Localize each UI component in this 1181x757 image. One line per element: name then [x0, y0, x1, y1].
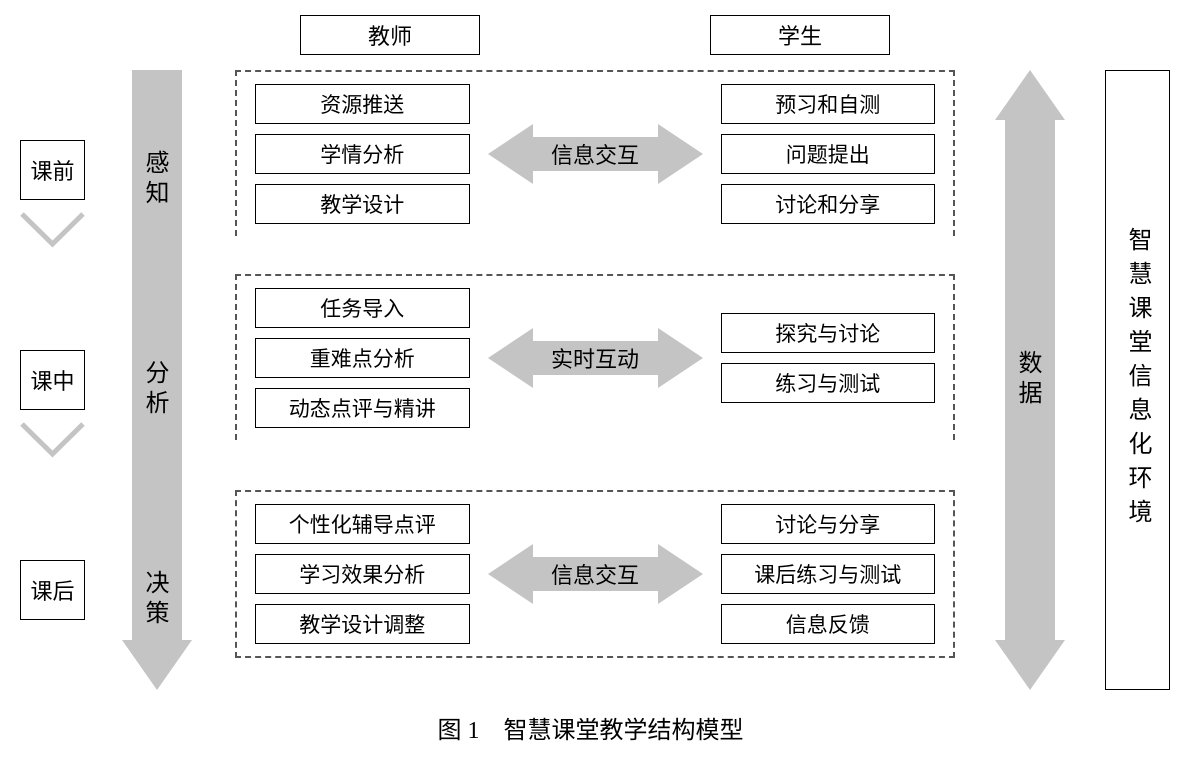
student-col: 预习和自测 问题提出 讨论和分享: [721, 84, 936, 224]
arrow-label-analyze: 分析: [142, 360, 172, 420]
bi-arrow-icon: 实时互动: [488, 323, 703, 393]
teacher-col: 资源推送 学情分析 教学设计: [255, 84, 470, 224]
phase-after: 课后: [20, 560, 85, 620]
header-student: 学生: [710, 15, 890, 55]
center-label: 实时互动: [551, 342, 639, 374]
phase-before: 课前: [20, 140, 85, 200]
bi-arrow-icon: 信息交互: [488, 539, 703, 609]
item-box: 信息反馈: [721, 604, 936, 644]
item-box: 重难点分析: [255, 338, 470, 378]
item-box: 教学设计调整: [255, 604, 470, 644]
item-box: 练习与测试: [721, 363, 936, 403]
process-arrow-down: 感知 分析 决策: [122, 70, 192, 690]
item-box: 课后练习与测试: [721, 554, 936, 594]
student-col: 探究与讨论 练习与测试: [721, 313, 936, 403]
bi-arrow-icon: 信息交互: [488, 119, 703, 189]
item-box: 探究与讨论: [721, 313, 936, 353]
right-label: 智慧课堂信息化环境: [1120, 227, 1155, 533]
phase-during: 课中: [20, 350, 85, 410]
arrow-label-data: 数据: [1015, 350, 1045, 410]
center-label: 信息交互: [551, 138, 639, 170]
item-box: 教学设计: [255, 184, 470, 224]
item-box: 个性化辅导点评: [255, 504, 470, 544]
teacher-col: 任务导入 重难点分析 动态点评与精讲: [255, 288, 470, 428]
right-environment-box: 智慧课堂信息化环境: [1105, 70, 1170, 690]
figure-caption: 图 1 智慧课堂教学结构模型: [10, 710, 1171, 745]
teacher-col: 个性化辅导点评 学习效果分析 教学设计调整: [255, 504, 470, 644]
arrow-label-decide: 决策: [142, 570, 172, 630]
section-during: 任务导入 重难点分析 动态点评与精讲 实时互动 探究与讨论 练习与测试: [235, 274, 955, 440]
student-col: 讨论与分享 课后练习与测试 信息反馈: [721, 504, 936, 644]
item-box: 学情分析: [255, 134, 470, 174]
item-box: 学习效果分析: [255, 554, 470, 594]
item-box: 资源推送: [255, 84, 470, 124]
item-box: 问题提出: [721, 134, 936, 174]
header-teacher: 教师: [300, 15, 480, 55]
item-box: 讨论和分享: [721, 184, 936, 224]
section-before: 资源推送 学情分析 教学设计 信息交互 预习和自测 问题提出 讨论和分享: [235, 70, 955, 236]
item-box: 任务导入: [255, 288, 470, 328]
arrow-label-perceive: 感知: [142, 150, 172, 210]
item-box: 预习和自测: [721, 84, 936, 124]
data-arrow-updown: 数据: [995, 70, 1065, 690]
center-label: 信息交互: [551, 558, 639, 590]
item-box: 动态点评与精讲: [255, 388, 470, 428]
chevron-icon: [20, 420, 85, 460]
chevron-icon: [20, 210, 85, 250]
item-box: 讨论与分享: [721, 504, 936, 544]
section-after: 个性化辅导点评 学习效果分析 教学设计调整 信息交互 讨论与分享 课后练习与测试…: [235, 490, 955, 658]
